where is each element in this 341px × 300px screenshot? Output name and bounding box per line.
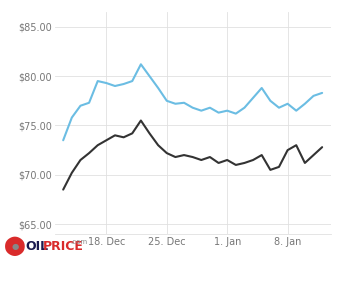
Text: ●: ●: [12, 242, 19, 250]
Text: .com: .com: [70, 239, 87, 245]
Text: PRICE: PRICE: [43, 239, 84, 253]
Text: OIL: OIL: [26, 239, 49, 253]
Text: ⬤: ⬤: [4, 236, 26, 256]
